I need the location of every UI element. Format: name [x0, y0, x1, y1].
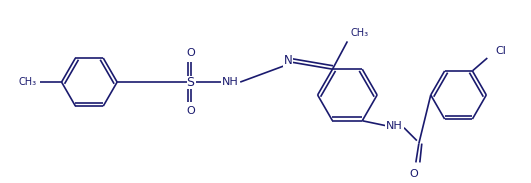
Text: O: O: [409, 169, 418, 179]
Text: CH₃: CH₃: [19, 77, 37, 87]
Text: N: N: [284, 54, 292, 67]
Text: Cl: Cl: [495, 46, 506, 56]
Text: O: O: [186, 48, 195, 58]
Text: NH: NH: [222, 77, 238, 87]
Text: O: O: [186, 106, 195, 116]
Text: NH: NH: [386, 121, 402, 131]
Text: CH₃: CH₃: [350, 28, 369, 38]
Text: S: S: [186, 76, 194, 89]
